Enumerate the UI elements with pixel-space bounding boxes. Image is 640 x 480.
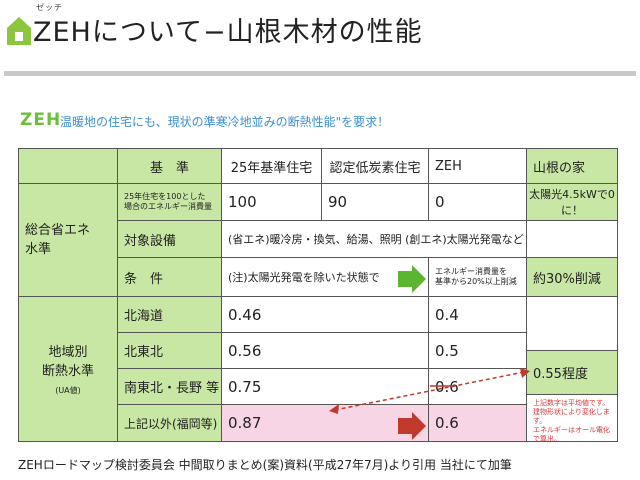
energy-row3-value: (注)太陽光発電を除いた状態で [221,257,429,297]
region-h25-2: 0.75 [221,368,429,405]
dashed-pointer-head-left [329,404,339,414]
header-kijun: 基 準 [117,148,222,184]
dashed-pointer-line [334,371,525,411]
energy-yamane-value: 太陽光4.5kWで0に！ [526,183,618,221]
green-arrow [398,265,426,293]
energy-row1-label: 25年住宅を100とした 場合のエネルギー消費量 [117,183,222,221]
energy-nintei-value: 90 [321,183,429,221]
header-divider [4,71,636,76]
insulation-group-sub: (UA値) [55,385,81,395]
red-arrow [398,412,426,440]
region-label-3: 上記以外(福岡等) [117,404,222,442]
energy-row3-yamane: 約30%削減 [526,257,618,297]
intro-text: 温暖地の住宅にも、現状の準寒冷地並みの断熱性能"を要求！ [60,115,390,129]
dashed-pointer-head-right [520,368,530,378]
energy-row2-value: (省エネ)暖冷房・換気、給湯、照明 (創エネ)太陽光発電など [221,220,527,258]
yamane-insulation-value: 0.55程度 [526,350,618,395]
page-title: ZEHについて−山根木材の性能 [33,17,423,48]
energy-h25-value: 100 [221,183,322,221]
yamane-insulation-note: 上記数字は平均値です。 建物形状により変化します。 エネルギーはオール電化で算出… [526,394,618,442]
comparison-table: 基 準 25年基準住宅 認定低炭素住宅 ZEH 山根の家 総合省エネ 水準 25… [18,148,618,442]
insulation-group-label: 地域別 断熱水準 [41,344,94,379]
header-zeh: ZEH [428,148,527,184]
region-zeh-3: 0.6 [428,404,527,442]
zeh-logo: ZEH [20,110,62,130]
region-h25-1: 0.56 [221,332,429,369]
footer-source: ZEHロードマップ検討委員会 中間取りまとめ(案)資料(平成27年7月)より引用… [18,458,512,472]
title-ruby: ゼッチ [36,3,63,12]
house-icon [7,17,31,45]
region-h25-3: 0.87 [221,404,429,442]
energy-zeh-value: 0 [428,183,527,221]
region-label-2: 南東北・長野 等 [117,368,222,405]
